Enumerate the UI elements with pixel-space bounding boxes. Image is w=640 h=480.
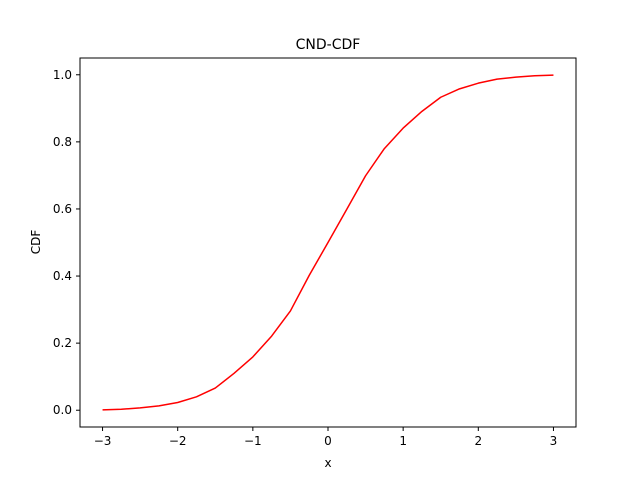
y-tick-label: 0.0 (53, 403, 72, 417)
x-tick-label: 2 (474, 434, 482, 448)
x-tick-label: 0 (324, 434, 332, 448)
y-tick-label: 1.0 (53, 68, 72, 82)
x-tick-label: 1 (399, 434, 407, 448)
x-tick-label: 3 (550, 434, 558, 448)
y-axis-label: CDF (29, 230, 43, 255)
y-tick-label: 0.6 (53, 202, 72, 216)
y-tick-label: 0.2 (53, 336, 72, 350)
y-tick-label: 0.8 (53, 135, 72, 149)
x-tick-label: −3 (94, 434, 112, 448)
x-tick-label: −1 (244, 434, 262, 448)
x-tick-label: −2 (169, 434, 187, 448)
x-axis-label: x (324, 456, 331, 470)
plot-area: −3 −2 −1 0 1 2 3 0.0 0.2 0.4 0.6 0.8 1.0 (53, 57, 577, 448)
chart-title: CND-CDF (296, 37, 361, 53)
series-line-0 (102, 74, 554, 411)
y-tick-label: 0.4 (53, 269, 72, 283)
